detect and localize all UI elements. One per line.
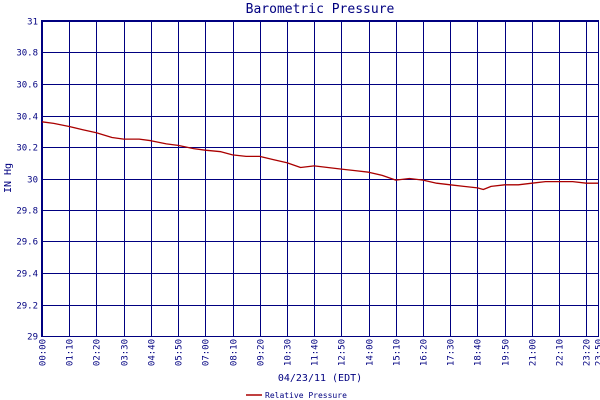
x-tick-label: 04:40: [148, 339, 158, 366]
y-tick-label: 29.6: [16, 238, 38, 248]
x-tick-label: 16:20: [420, 339, 430, 366]
x-tick-label: 01:10: [66, 339, 76, 366]
x-tick-label: 23:50: [595, 339, 600, 366]
x-tick-label: 23:20: [583, 339, 593, 366]
y-tick-labels: 29 29.2 29.4 29.6 29.8 30 30.2 30.4 30.6 30.8 31: [16, 18, 38, 343]
x-tick-label: 07:00: [202, 339, 212, 366]
plot-frame: [41, 20, 599, 337]
chart-title: Barometric Pressure: [246, 2, 395, 17]
x-tick-label: 19:50: [502, 339, 512, 366]
y-tick-label: 30: [27, 176, 38, 186]
y-tick-label: 30.6: [16, 81, 38, 91]
x-tick-label: 18:40: [474, 339, 484, 366]
x-tick-label: 22:10: [556, 339, 566, 366]
x-tick-labels: 00:00 01:10 02:20 03:30 04:40 05:50 07:00 08:10…: [39, 339, 600, 366]
x-tick-label: 17:30: [447, 339, 457, 366]
y-tick-label: 29: [27, 333, 38, 343]
y-tick-label: 29.2: [16, 302, 38, 312]
series-line-relative-pressure: [41, 121, 598, 191]
x-tick-label: 15:10: [393, 339, 403, 366]
y-tick-label: 29.8: [16, 207, 38, 217]
grid-lines: [42, 21, 599, 337]
legend-label-relative-pressure: Relative Pressure: [265, 391, 347, 400]
x-tick-label: 21:00: [529, 339, 539, 366]
y-tick-label: 29.4: [16, 270, 38, 280]
x-tick-label: 14:00: [366, 339, 376, 366]
x-tick-label: 08:10: [230, 339, 240, 366]
x-tick-label: 05:50: [175, 339, 185, 366]
x-tick-label: 03:30: [121, 339, 131, 366]
y-tick-label: 31: [27, 18, 38, 28]
y-tick-label: 30.4: [16, 113, 38, 123]
x-tick-label: 00:00: [39, 339, 49, 366]
x-tick-label: 02:20: [93, 339, 103, 366]
x-tick-label: 09:20: [257, 339, 267, 366]
y-tick-label: 30.2: [16, 144, 38, 154]
series-layer: [41, 121, 598, 191]
x-tick-label: 10:30: [284, 339, 294, 366]
legend: Relative Pressure: [246, 391, 347, 400]
y-axis-label: IN Hg: [3, 163, 14, 193]
x-tick-label: 12:50: [338, 339, 348, 366]
x-axis-label: 04/23/11 (EDT): [278, 373, 362, 384]
y-tick-label: 30.8: [16, 49, 38, 59]
x-tick-label: 11:40: [311, 339, 321, 366]
